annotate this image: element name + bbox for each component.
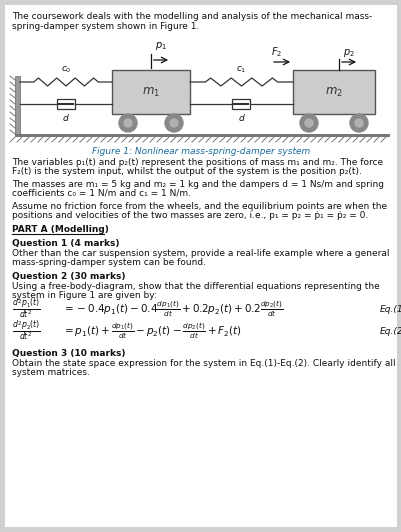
Bar xyxy=(57,99,75,109)
Text: $p_2$: $p_2$ xyxy=(342,47,354,59)
Text: $c_1$: $c_1$ xyxy=(236,64,246,75)
Text: system matrices.: system matrices. xyxy=(12,368,90,377)
Text: Obtain the state space expression for the system in Eq.(1)-Eq.(2). Clearly ident: Obtain the state space expression for th… xyxy=(12,359,395,368)
Text: The coursework deals with the modelling and analysis of the mechanical mass-: The coursework deals with the modelling … xyxy=(12,12,371,21)
Bar xyxy=(232,99,250,109)
Text: mass-spring-damper system can be found.: mass-spring-damper system can be found. xyxy=(12,258,205,267)
Circle shape xyxy=(304,119,312,127)
Text: Using a free-body-diagram, show that the differential equations representing the: Using a free-body-diagram, show that the… xyxy=(12,282,379,291)
Text: Figure 1: Nonlinear mass-spring-damper system: Figure 1: Nonlinear mass-spring-damper s… xyxy=(92,147,309,156)
Text: Eq.(2): Eq.(2) xyxy=(379,327,401,336)
Text: Question 1 (4 marks): Question 1 (4 marks) xyxy=(12,239,119,248)
Text: F₂(t) is the system input, whilst the output of the system is the position p₂(t): F₂(t) is the system input, whilst the ou… xyxy=(12,167,361,176)
Bar xyxy=(15,76,20,134)
Text: $\frac{d^2p_1(t)}{dt^2}$: $\frac{d^2p_1(t)}{dt^2}$ xyxy=(12,297,41,320)
Text: coefficients c₀ = 1 N/m and c₁ = 1 N/m.: coefficients c₀ = 1 N/m and c₁ = 1 N/m. xyxy=(12,189,190,198)
Text: $= p_1(t) + \frac{dp_1(t)}{dt} - p_2(t) - \frac{dp_2(t)}{dt} + F_2(t)$: $= p_1(t) + \frac{dp_1(t)}{dt} - p_2(t) … xyxy=(62,321,241,341)
Text: Eq.(1): Eq.(1) xyxy=(379,304,401,313)
Text: $p_1$: $p_1$ xyxy=(155,40,166,52)
Text: The masses are m₁ = 5 kg and m₂ = 1 kg and the dampers d = 1 Ns/m and spring: The masses are m₁ = 5 kg and m₂ = 1 kg a… xyxy=(12,180,383,189)
Circle shape xyxy=(349,114,367,132)
Text: $d$: $d$ xyxy=(62,112,70,123)
Circle shape xyxy=(170,119,178,127)
Circle shape xyxy=(354,119,362,127)
Text: The variables p₁(t) and p₂(t) represent the positions of mass m₁ and m₂. The for: The variables p₁(t) and p₂(t) represent … xyxy=(12,158,382,167)
Text: spring-damper system shown in Figure 1.: spring-damper system shown in Figure 1. xyxy=(12,22,199,31)
Text: $m_2$: $m_2$ xyxy=(324,86,342,98)
Circle shape xyxy=(299,114,317,132)
Text: $d$: $d$ xyxy=(237,112,245,123)
Bar xyxy=(292,70,374,114)
Text: system in Figure 1 are given by:: system in Figure 1 are given by: xyxy=(12,291,156,300)
Text: $= -0.4p_1(t) - 0.4\frac{dp_1(t)}{dt} + 0.2p_2(t) + 0.2\frac{dp_2(t)}{dt}$: $= -0.4p_1(t) - 0.4\frac{dp_1(t)}{dt} + … xyxy=(62,299,283,319)
Text: $m_1$: $m_1$ xyxy=(142,86,160,98)
Bar xyxy=(15,134,389,137)
Bar xyxy=(112,70,190,114)
Text: $F_2$: $F_2$ xyxy=(270,45,282,59)
Text: Question 3 (10 marks): Question 3 (10 marks) xyxy=(12,349,125,358)
Text: $\frac{d^2p_2(t)}{dt^2}$: $\frac{d^2p_2(t)}{dt^2}$ xyxy=(12,320,41,343)
Text: Question 2 (30 marks): Question 2 (30 marks) xyxy=(12,272,125,281)
Circle shape xyxy=(124,119,132,127)
Circle shape xyxy=(164,114,182,132)
Text: Assume no friction force from the wheels, and the equilibrium points are when th: Assume no friction force from the wheels… xyxy=(12,202,386,211)
Text: positions and velocities of the two masses are zero, i.e., p₁ = p₂ = ṗ₁ = ṗ₂ = 0: positions and velocities of the two mass… xyxy=(12,211,367,220)
Text: PART A (Modelling): PART A (Modelling) xyxy=(12,225,109,234)
Text: $c_0$: $c_0$ xyxy=(61,64,71,75)
Circle shape xyxy=(119,114,137,132)
Text: Other than the car suspension system, provide a real-life example where a genera: Other than the car suspension system, pr… xyxy=(12,249,389,258)
